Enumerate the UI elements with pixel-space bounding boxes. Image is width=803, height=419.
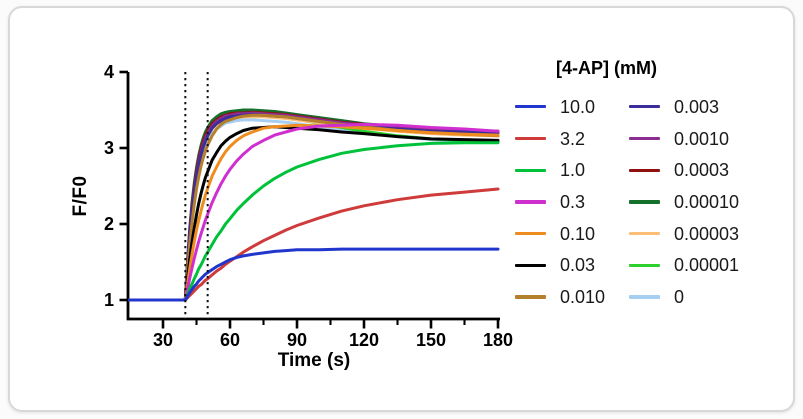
legend-label: 0.003: [674, 96, 720, 117]
legend-swatch: [515, 105, 546, 109]
legend-swatch: [629, 168, 660, 172]
legend-item: 0.03: [505, 249, 619, 281]
y-tick-label: 4: [104, 62, 114, 82]
legend-label: 0.0010: [674, 128, 730, 149]
legend-label: 0: [674, 286, 685, 307]
legend-swatch: [515, 136, 546, 141]
curves: [128, 108, 500, 302]
legend-swatch: [629, 295, 660, 299]
legend-label: 0.00001: [674, 255, 740, 276]
legend-label: 0.03: [560, 255, 596, 276]
legend-label: 3.2: [560, 128, 586, 149]
x-tick-label: 90: [287, 330, 307, 350]
legend-label: 0.010: [560, 286, 606, 307]
legend-item: 0.0010: [619, 123, 739, 155]
figure-card: [8, 6, 795, 412]
legend-swatch: [629, 105, 660, 109]
legend-swatch: [629, 200, 660, 204]
legend-columns: 10.0 3.2 1.0 0.3 0.10 0.03 0.010 0.003 0.0010 0.0…: [505, 91, 800, 313]
legend-item: 1.0: [505, 154, 619, 186]
y-tick-label: 3: [104, 138, 114, 158]
legend-item: 0.00001: [619, 249, 739, 281]
legend-item: 0.00010: [619, 186, 739, 218]
legend-item: 3.2: [505, 123, 619, 155]
curve-1.0: [128, 141, 500, 302]
legend-swatch: [629, 136, 660, 141]
curve-0.03: [128, 125, 500, 302]
legend-column-1: 10.0 3.2 1.0 0.3 0.10 0.03 0.010: [505, 91, 619, 313]
legend-label: 10.0: [560, 96, 596, 117]
legend-column-2: 0.003 0.0010 0.0003 0.00010 0.00003 0.00001 0: [619, 91, 739, 313]
legend-swatch: [515, 232, 546, 236]
x-tick-label: 120: [349, 330, 379, 350]
curve-0: [128, 118, 500, 302]
y-axis-label: F/F0: [70, 175, 91, 217]
legend-item: 0.0003: [619, 154, 739, 186]
x-axis-label: Time (s): [277, 350, 351, 371]
x-tick-label: 180: [483, 330, 513, 350]
curve-10.0: [128, 247, 500, 302]
legend-label: 0.00010: [674, 191, 740, 212]
legend-item: 0.00003: [619, 218, 739, 250]
y-tick-label: 1: [104, 290, 114, 310]
legend-swatch: [515, 168, 546, 172]
legend-label: 1.0: [560, 160, 586, 181]
legend-item: 0.003: [619, 91, 739, 123]
curve-3.2: [128, 187, 500, 302]
axes: 1 2 3 4 30 60 90 120 150 180: [104, 62, 513, 350]
legend-label: 0.00003: [674, 223, 740, 244]
legend-item: 10.0: [505, 91, 619, 123]
legend-label: 0.10: [560, 223, 596, 244]
legend-swatch: [515, 200, 546, 204]
legend-item: 0.3: [505, 186, 619, 218]
legend-item: 0.010: [505, 281, 619, 313]
legend-swatch: [515, 295, 546, 299]
legend-label: 0.3: [560, 191, 586, 212]
legend-title: [4-AP] (mM): [556, 58, 657, 78]
legend-swatch: [515, 263, 546, 267]
x-tick-label: 30: [153, 330, 173, 350]
curve-0.3: [128, 122, 500, 302]
legend-swatch: [629, 263, 660, 267]
legend: [4-AP] (mM) 10.0 3.2 1.0 0.3 0.10 0.03 0.010 0.…: [505, 48, 800, 313]
legend-item: 0: [619, 281, 739, 313]
y-tick-label: 2: [104, 214, 114, 234]
x-tick-label: 60: [220, 330, 240, 350]
legend-swatch: [629, 232, 660, 236]
legend-label: 0.0003: [674, 160, 730, 181]
x-tick-label: 150: [416, 330, 446, 350]
legend-item: 0.10: [505, 218, 619, 250]
